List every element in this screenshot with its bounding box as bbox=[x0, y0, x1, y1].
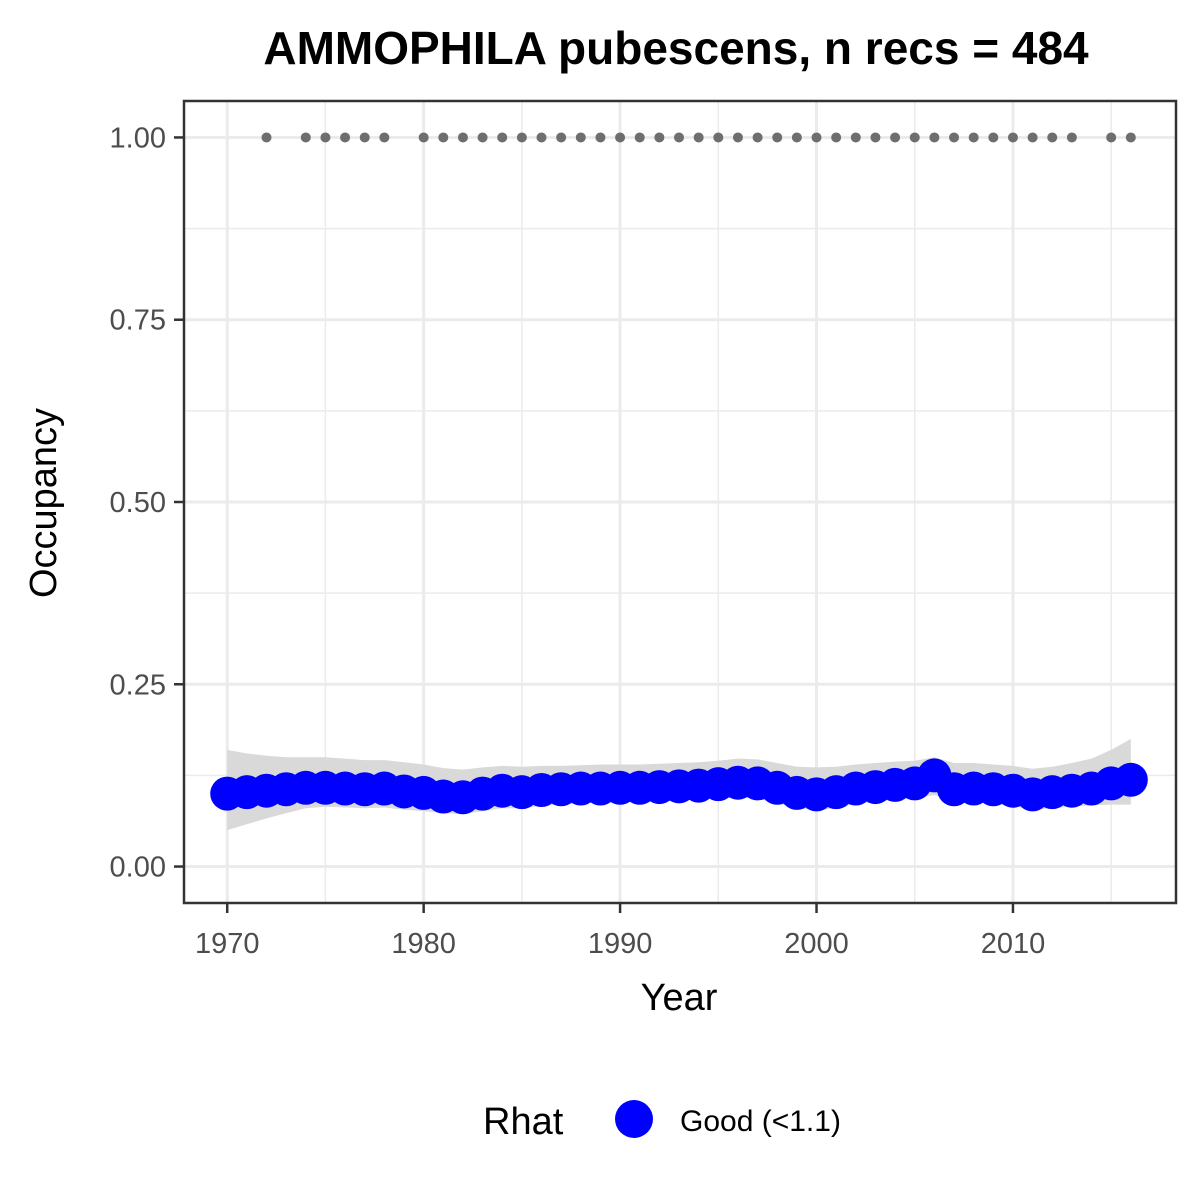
record-point bbox=[615, 132, 626, 143]
record-point bbox=[1106, 132, 1117, 143]
record-point bbox=[595, 132, 606, 143]
y-tick-label: 1.00 bbox=[110, 122, 166, 154]
record-point bbox=[654, 132, 665, 143]
x-tick-label: 2010 bbox=[981, 928, 1046, 960]
record-point bbox=[418, 132, 429, 143]
record-point bbox=[831, 132, 842, 143]
record-point bbox=[1027, 132, 1038, 143]
record-point bbox=[556, 132, 567, 143]
x-tick-label: 1980 bbox=[391, 928, 456, 960]
record-point bbox=[379, 132, 390, 143]
record-point bbox=[320, 132, 331, 143]
record-point bbox=[713, 132, 724, 143]
record-point bbox=[949, 132, 960, 143]
plot-panel: 0.00 0.25 0.50 0.75 1.00 1970 1980 1990 2000 2010 bbox=[110, 99, 1178, 960]
record-point bbox=[929, 132, 940, 143]
record-point bbox=[300, 132, 311, 143]
y-tick-label: 0.50 bbox=[110, 487, 166, 519]
record-point bbox=[340, 132, 351, 143]
record-point bbox=[1047, 132, 1058, 143]
record-point bbox=[634, 132, 645, 143]
record-point bbox=[890, 132, 901, 143]
record-point bbox=[438, 132, 449, 143]
record-point bbox=[968, 132, 979, 143]
record-point bbox=[909, 132, 920, 143]
occupancy-point bbox=[1113, 762, 1148, 797]
x-tick-label: 1970 bbox=[195, 928, 260, 960]
record-point bbox=[1125, 132, 1136, 143]
record-point bbox=[988, 132, 999, 143]
record-point bbox=[674, 132, 685, 143]
legend-key-good bbox=[615, 1100, 653, 1138]
legend: Rhat Good (<1.1) bbox=[483, 1100, 841, 1143]
record-point bbox=[772, 132, 783, 143]
record-point bbox=[752, 132, 763, 143]
record-point bbox=[516, 132, 527, 143]
y-tick-label: 0.75 bbox=[110, 305, 166, 337]
record-point bbox=[359, 132, 370, 143]
record-point bbox=[693, 132, 704, 143]
record-point bbox=[791, 132, 802, 143]
record-point bbox=[1007, 132, 1018, 143]
record-point bbox=[477, 132, 488, 143]
x-tick-label: 1990 bbox=[588, 928, 653, 960]
legend-title: Rhat bbox=[483, 1101, 564, 1143]
y-tick-label: 0.25 bbox=[110, 669, 166, 701]
legend-label-good: Good (<1.1) bbox=[680, 1105, 841, 1138]
record-point bbox=[575, 132, 586, 143]
record-point bbox=[536, 132, 547, 143]
record-point bbox=[261, 132, 272, 143]
y-tick-label: 0.00 bbox=[110, 852, 166, 884]
record-point bbox=[850, 132, 861, 143]
record-point bbox=[497, 132, 508, 143]
record-point bbox=[457, 132, 468, 143]
x-tick-label: 2000 bbox=[784, 928, 849, 960]
record-point bbox=[811, 132, 822, 143]
record-point bbox=[1066, 132, 1077, 143]
chart-title: AMMOPHILA pubescens, n recs = 484 bbox=[263, 22, 1089, 74]
y-axis-title: Occupancy bbox=[23, 408, 65, 598]
record-point bbox=[870, 132, 881, 143]
x-axis-title: Year bbox=[641, 977, 718, 1019]
record-point bbox=[732, 132, 743, 143]
